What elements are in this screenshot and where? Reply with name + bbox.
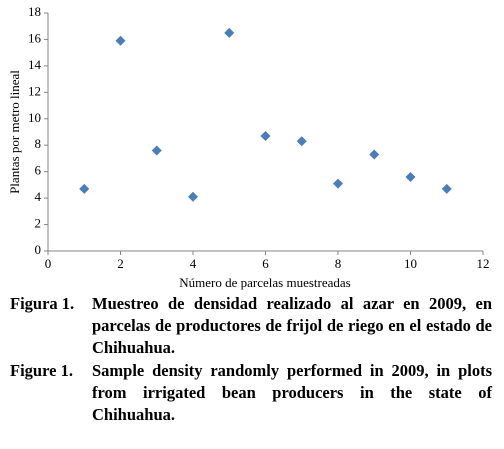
y-tick-label: 12 xyxy=(28,83,41,98)
x-tick-label: 6 xyxy=(262,256,269,271)
caption-label: Figure 1. xyxy=(10,361,73,380)
caption-text: Sample density randomly performed in 200… xyxy=(92,361,492,424)
y-tick-label: 0 xyxy=(35,242,42,257)
y-tick-label: 16 xyxy=(28,30,42,45)
point xyxy=(369,149,380,160)
y-tick-label: 6 xyxy=(35,163,42,178)
y-tick-label: 14 xyxy=(28,57,42,72)
point xyxy=(224,27,235,38)
caption-label: Figura 1. xyxy=(10,294,75,313)
caption: Figure 1. Sample density randomly perform… xyxy=(10,360,492,426)
point xyxy=(441,183,452,194)
x-tick-label: 0 xyxy=(45,256,52,271)
x-tick-label: 10 xyxy=(404,256,417,271)
y-axis-title: Plantas por metro lineal xyxy=(7,70,22,194)
chart: Número de parcelas muestreadas Plantas p… xyxy=(7,4,490,290)
y-tick-label: 4 xyxy=(35,189,42,204)
y-tick-label: 10 xyxy=(28,110,41,125)
x-tick-label: 8 xyxy=(335,256,342,271)
point xyxy=(296,136,307,147)
point xyxy=(79,183,90,194)
x-tick-label: 12 xyxy=(477,256,490,271)
caption-text: Muestreo de densidad realizado al azar e… xyxy=(92,294,492,357)
point xyxy=(405,171,416,182)
point xyxy=(333,178,343,189)
captions: Figura 1. Muestreo de densidad realizado … xyxy=(10,293,492,427)
caption: Figura 1. Muestreo de densidad realizado … xyxy=(10,293,492,359)
y-tick-label: 8 xyxy=(35,136,42,151)
point xyxy=(151,145,162,156)
point xyxy=(115,35,126,46)
x-tick-label: 2 xyxy=(117,256,124,271)
y-tick-label: 18 xyxy=(28,4,41,19)
y-tick-label: 2 xyxy=(35,216,42,231)
x-tick-label: 4 xyxy=(190,256,197,271)
point xyxy=(188,191,198,202)
point xyxy=(260,130,271,141)
x-axis-title: Número de parcelas muestreadas xyxy=(179,275,350,290)
